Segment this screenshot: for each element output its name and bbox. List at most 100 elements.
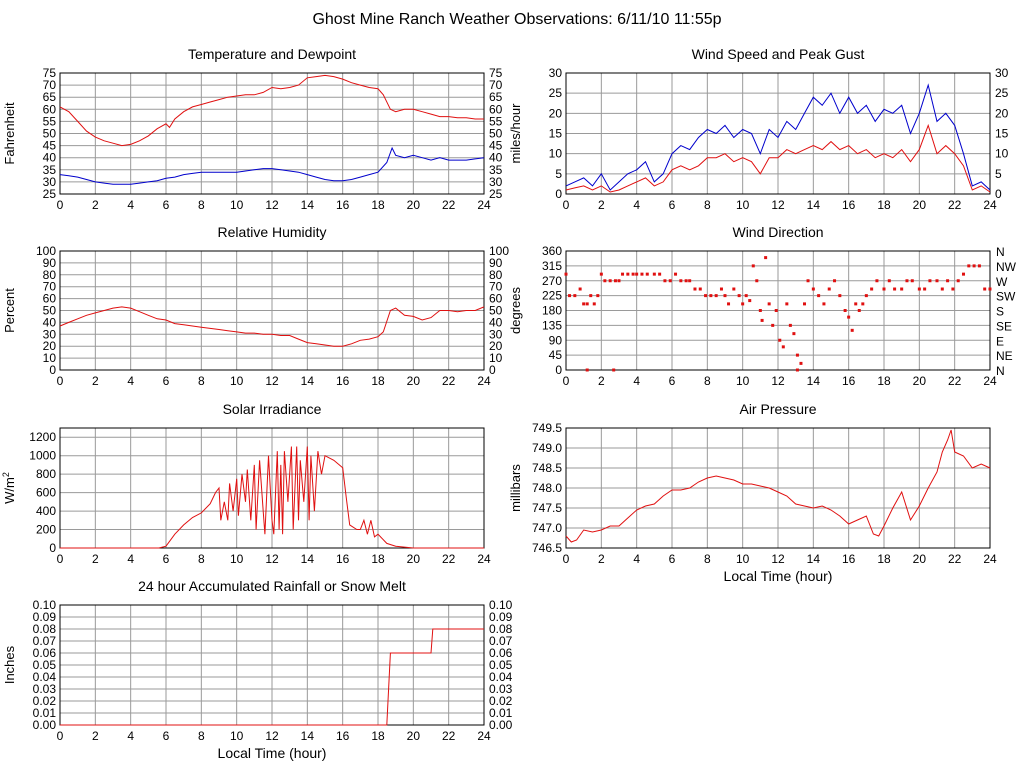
rain-xtick-label: 4 [127, 729, 134, 743]
winddir-ylabel: degrees [508, 287, 523, 334]
winddir-point [792, 332, 796, 336]
humidity-xtick-label: 16 [336, 374, 350, 388]
temp-ytick-label-right: 35 [489, 163, 503, 177]
winddir-point [843, 309, 847, 312]
wind-ylabel-text: miles/hour [508, 103, 523, 164]
rain-ytick-label-right: 0.03 [489, 682, 513, 696]
winddir-point [861, 302, 865, 306]
winddir-xtick-label: 8 [704, 374, 711, 388]
winddir-point [592, 302, 596, 306]
wind-xtick-label: 6 [669, 198, 676, 212]
winddir-point [751, 264, 755, 268]
wind-xtick-label: 4 [633, 198, 640, 212]
rain-ytick-label: 0.01 [33, 706, 57, 720]
humidity-ytick-label: 40 [43, 315, 57, 329]
winddir-point [956, 279, 960, 283]
pressure-xtick-label: 2 [598, 552, 605, 566]
winddir-point [732, 287, 736, 291]
temp-ytick-label-right: 60 [489, 102, 503, 116]
winddir-point [635, 272, 639, 276]
winddir-point [612, 368, 616, 372]
wind-ytick-label-right: 25 [995, 86, 1009, 100]
winddir-point [758, 309, 762, 312]
temp-xtick-label: 18 [371, 198, 385, 212]
humidity-xtick-label: 0 [57, 374, 64, 388]
temp-xtick-label: 6 [163, 198, 170, 212]
winddir-compass-label: S [996, 305, 1004, 319]
solar-xtick-label: 14 [301, 552, 315, 566]
pressure-ylabel: millibars [508, 464, 523, 512]
winddir-point [688, 279, 692, 283]
temp-series-temperature [59, 74, 484, 147]
winddir-ytick-label: 45 [549, 348, 563, 362]
rain-xtick-label: 14 [301, 729, 315, 743]
winddir-point [870, 287, 874, 291]
temp-xtick-label: 22 [442, 198, 456, 212]
solar-ytick-label: 400 [36, 504, 56, 518]
humidity-ytick-label-right: 10 [489, 351, 503, 365]
winddir-ytick-label: 270 [542, 274, 562, 288]
winddir-point [573, 294, 577, 298]
winddir-point [917, 287, 921, 291]
humidity-xtick-label: 6 [163, 374, 170, 388]
temp-ytick-label-right: 50 [489, 127, 503, 141]
winddir-point [887, 279, 891, 283]
winddir-point [923, 287, 927, 291]
wind-xtick-label: 24 [983, 198, 997, 212]
pressure-xtick-label: 12 [771, 552, 785, 566]
temp-xtick-label: 14 [301, 198, 315, 212]
humidity-ytick-label-right: 0 [489, 363, 496, 377]
wind-ytick-label: 30 [549, 66, 563, 80]
winddir-ytick-label: 225 [542, 289, 562, 303]
winddir-xtick-label: 10 [736, 374, 750, 388]
humidity-xtick-label: 8 [198, 374, 205, 388]
wind-ytick-label: 10 [549, 147, 563, 161]
rain-ytick-label: 0.09 [33, 610, 57, 624]
pressure-ytick-label: 747.5 [532, 501, 562, 515]
humidity-series-relative-humidity [59, 306, 485, 347]
rain-ytick-label-right: 0.08 [489, 622, 513, 636]
rain-ytick-label: 0.00 [33, 718, 57, 732]
rain-chart: 24 hour Accumulated Rainfall or Snow Mel… [2, 578, 513, 761]
winddir-point [582, 302, 586, 306]
winddir-point [857, 309, 861, 312]
rain-ytick-label-right: 0.07 [489, 634, 513, 648]
wind-xtick-label: 16 [842, 198, 856, 212]
winddir-point [893, 287, 897, 291]
pressure-xtick-label: 8 [704, 552, 711, 566]
wind-ytick-label: 5 [555, 167, 562, 181]
solar-ytick-label: 0 [49, 541, 56, 555]
winddir-point [744, 294, 748, 298]
wind-xtick-label: 18 [877, 198, 891, 212]
winddir-xtick-label: 2 [598, 374, 605, 388]
winddir-point [854, 302, 858, 306]
wind-ytick-label-right: 15 [995, 127, 1009, 141]
temp-xtick-label: 24 [477, 198, 491, 212]
temp-ytick-label-right: 55 [489, 114, 503, 128]
humidity-ytick-label-right: 50 [489, 304, 503, 318]
winddir-point [608, 279, 612, 283]
solar-xtick-label: 16 [336, 552, 350, 566]
winddir-point [977, 264, 981, 268]
temp-xtick-label: 4 [127, 198, 134, 212]
solar-ytick-label: 800 [36, 467, 56, 481]
solar-xtick-label: 4 [127, 552, 134, 566]
wind-ytick-label: 25 [549, 86, 563, 100]
temp-ytick-label: 35 [43, 163, 57, 177]
winddir-point [709, 294, 713, 298]
rain-xlabel: Local Time (hour) [218, 745, 327, 761]
temp-ytick-label-right: 25 [489, 187, 503, 201]
pressure-ytick-label: 747.0 [532, 521, 562, 535]
solar-xtick-label: 0 [57, 552, 64, 566]
winddir-xtick-label: 18 [877, 374, 891, 388]
pressure-title: Air Pressure [739, 401, 816, 417]
humidity-xtick-label: 2 [92, 374, 99, 388]
humidity-ylabel: Percent [2, 288, 17, 333]
temp-ylabel: Fahrenheit [2, 102, 17, 165]
rain-title: 24 hour Accumulated Rainfall or Snow Mel… [138, 578, 406, 594]
temp-frame [59, 72, 485, 195]
winddir-point [764, 256, 768, 260]
